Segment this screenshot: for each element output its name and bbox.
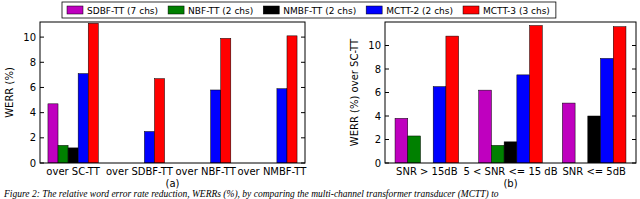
- y-tick: [632, 163, 636, 164]
- x-tick-label: SNR > 15dB: [396, 166, 458, 177]
- y-tick-label: 10: [23, 32, 36, 43]
- y-tick-label: 4: [375, 111, 381, 122]
- legend-swatch: [263, 6, 279, 14]
- legend-swatch: [67, 6, 83, 14]
- y-tick: [632, 139, 636, 140]
- bars: [48, 23, 297, 163]
- x-tick-label: over NBF-TT: [175, 166, 236, 177]
- bar: [287, 36, 297, 163]
- bar: [491, 145, 504, 163]
- bar: [154, 79, 164, 163]
- bar: [446, 36, 459, 163]
- y-tick: [632, 69, 636, 70]
- figure: 0 2 4 6 8 10 over SC-TT over SDBF-TTover NBF-TT…: [0, 0, 640, 199]
- bar: [58, 145, 68, 163]
- y-tick-label: 2: [375, 134, 381, 145]
- bar: [211, 90, 221, 163]
- y-tick-label: 4: [30, 107, 36, 118]
- bar: [221, 38, 231, 163]
- y-tick-label: 0: [30, 158, 36, 169]
- legend-label: NMBF-TT (2 chs): [283, 6, 356, 16]
- y-tick-label: 8: [30, 57, 36, 68]
- y-tick: [301, 37, 305, 38]
- y-axis-label: WERR (%) over SC-TT: [349, 38, 360, 146]
- y-tick: [301, 62, 305, 63]
- bar: [504, 142, 517, 163]
- bar: [530, 26, 543, 163]
- x-tick-label: over NMBF-TT: [237, 166, 307, 177]
- y-tick-label: 0: [375, 158, 381, 169]
- y-tick-label: 8: [375, 64, 381, 75]
- y-tick: [385, 45, 389, 46]
- y-tick-label: 6: [30, 82, 36, 93]
- bar: [408, 136, 421, 163]
- y-tick: [301, 163, 305, 164]
- x-tick-label: 5 < SNR <= 15 dB: [463, 166, 557, 177]
- x-tick-label: over SDBF-TT: [106, 166, 174, 177]
- bar: [562, 103, 575, 163]
- legend: SDBF-TT (7 chs) NBF-TT (2 chs) NMBF-TT (2 …: [62, 2, 556, 18]
- bar: [613, 27, 626, 163]
- chart: 0 2 4 6 8 10 over SC-TT over SDBF-TTover NBF-TT…: [4, 22, 307, 189]
- legend-label: SDBF-TT (7 chs): [87, 6, 158, 16]
- legend-swatch: [463, 6, 479, 14]
- caption: Figure 2: The relative word error rate r…: [3, 189, 499, 199]
- y-tick: [632, 116, 636, 117]
- y-tick: [301, 87, 305, 88]
- y-tick: [632, 92, 636, 93]
- chart: 0 2 4 6 8 10 SNR > 15dB 5 < SNR <= 15 dB SNR <= …: [349, 22, 636, 189]
- y-tick: [385, 163, 389, 164]
- y-tick: [40, 137, 44, 138]
- bar: [68, 148, 78, 163]
- y-tick: [40, 163, 44, 164]
- bar: [479, 90, 492, 163]
- bar: [395, 118, 408, 163]
- y-tick: [385, 69, 389, 70]
- y-tick-label: 10: [368, 40, 381, 51]
- y-tick: [40, 37, 44, 38]
- legend-swatch: [168, 6, 184, 14]
- legend-label: NBF-TT (2 chs): [188, 6, 253, 16]
- legend-label: MCTT-3 (3 chs): [483, 6, 550, 16]
- bar: [517, 75, 530, 163]
- y-tick: [385, 139, 389, 140]
- bar: [88, 23, 98, 163]
- y-tick: [40, 112, 44, 113]
- y-tick: [301, 137, 305, 138]
- y-tick: [301, 112, 305, 113]
- bar: [78, 74, 88, 163]
- x-tick-label: over SC-TT: [46, 166, 100, 177]
- y-axis-label: WERR (%): [4, 67, 15, 118]
- bar: [277, 89, 287, 163]
- legend-swatch: [366, 6, 382, 14]
- legend-label: MCTT-2 (2 chs): [386, 6, 453, 16]
- subplot-title: (a): [166, 178, 180, 189]
- y-tick: [40, 87, 44, 88]
- plot-frame: [385, 22, 636, 163]
- y-tick-label: 2: [30, 132, 36, 143]
- plot-frame: [40, 22, 305, 163]
- bars: [395, 26, 626, 163]
- bar: [144, 132, 154, 163]
- y-tick-label: 6: [375, 87, 381, 98]
- subplot-title: (b): [503, 178, 517, 189]
- legend-frame: [62, 2, 556, 18]
- y-tick: [40, 62, 44, 63]
- bar: [48, 104, 58, 163]
- bar: [601, 58, 614, 163]
- x-tick-label: SNR <= 5dB: [562, 166, 626, 177]
- y-tick: [632, 45, 636, 46]
- bar: [588, 116, 601, 163]
- y-tick: [385, 116, 389, 117]
- bar: [433, 87, 446, 163]
- y-tick: [385, 92, 389, 93]
